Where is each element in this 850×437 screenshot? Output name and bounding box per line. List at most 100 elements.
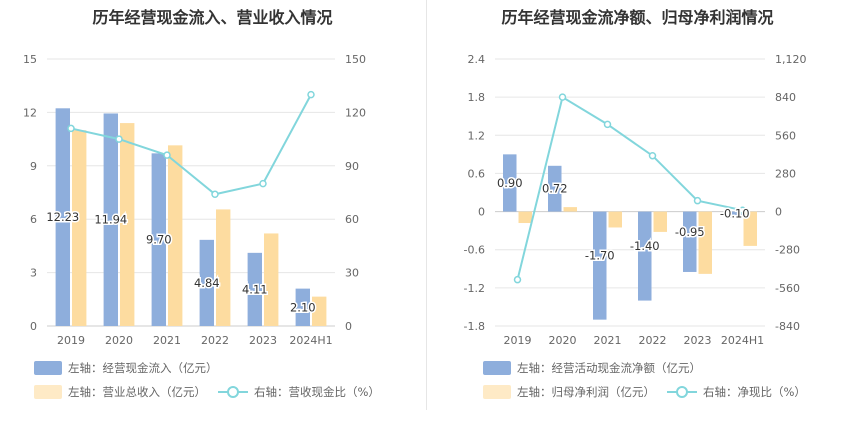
right-y-tick-label: 2.4 (468, 53, 486, 66)
left-ratio-point (211, 190, 219, 199)
right-y2-tick-label: 560 (775, 129, 796, 142)
right-y2-tick-label: -840 (775, 320, 800, 333)
left-legend-item-inflow[interactable]: 左轴：经营现金流入（亿元） (34, 360, 218, 376)
left-revenue-bar (72, 130, 87, 326)
right-revenue-bar (653, 211, 667, 232)
left-data-label: 12.23 (46, 210, 79, 224)
right-revenue-bar (518, 211, 532, 224)
right-legend-netcash-label: 左轴：经营活动现金流净额（亿元） (517, 361, 701, 375)
right-y2-tick-label: 0 (775, 206, 782, 219)
right-ratio-point (738, 206, 747, 214)
right-x-tick-label: 2019 (504, 334, 532, 347)
right-data-label: 0.72 (542, 182, 568, 196)
right-legend-item-profit[interactable]: 左轴：归母净利润（亿元） (483, 384, 655, 400)
right-data-label: -1.70 (585, 249, 615, 263)
left-y-tick-label: 6 (30, 213, 37, 226)
left-x-tick-label: 2019 (57, 334, 85, 347)
right-x-tick-label: 2021 (594, 334, 622, 347)
left-revenue-bar (264, 233, 279, 326)
right-data-label: -1.40 (630, 239, 660, 253)
right-ratio-line (516, 95, 743, 280)
left-x-tick-label: 2023 (249, 334, 277, 347)
right-ratio-point (648, 151, 657, 160)
left-revenue-bar (312, 296, 327, 326)
left-legend-inflow-label: 左轴：经营现金流入（亿元） (68, 361, 218, 375)
left-inflow-bar (151, 153, 166, 326)
left-legend-ratio-label: 右轴：营收现金比（%） (254, 385, 380, 399)
left-y2-tick-label: 120 (345, 106, 366, 119)
right-inflow-bar (728, 211, 742, 218)
right-y2-tick-label: 280 (775, 167, 796, 180)
right-inflow-bar (593, 211, 607, 320)
right-revenue-bar (608, 211, 622, 228)
blue-bar-swatch-icon (483, 361, 511, 375)
right-x-tick-label: 2024H1 (721, 334, 764, 347)
right-y-tick-label: 0 (478, 206, 485, 219)
left-data-label: 4.84 (194, 276, 220, 290)
right-data-label: 0.90 (497, 176, 523, 190)
right-legend-ratio-label: 右轴：净现比（%） (703, 385, 806, 399)
right-inflow-bar (683, 211, 697, 272)
right-legend-item-ratio[interactable]: 右轴：净现比（%） (667, 384, 806, 400)
left-inflow-bar (199, 239, 214, 326)
right-ratio-point (513, 275, 522, 284)
left-revenue-bar (120, 123, 135, 326)
right-inflow-bar (638, 211, 652, 301)
right-chart-svg: -1.8 -1.2 -0.6 0 0.6 1.2 1.8 2.4 -840 -560 -280 0 28… (464, 53, 807, 347)
line-marker-swatch-icon (218, 385, 248, 399)
right-chart-panel: 历年经营现金流净额、归母净利润情况 -1.8 -1.2 -0.6 0 0.6 1.2 1.8… (425, 0, 850, 437)
left-y2-tick-label: 60 (345, 213, 359, 226)
left-legend-item-ratio[interactable]: 右轴：营收现金比（%） (218, 384, 380, 400)
left-revenue-bar (168, 145, 183, 326)
left-inflow-bar (247, 252, 262, 326)
left-y-tick-label: 3 (30, 267, 37, 280)
right-y2-tick-label: -560 (775, 282, 800, 295)
line-marker-swatch-icon (667, 385, 697, 399)
left-x-tick-label: 2024H1 (289, 334, 332, 347)
left-ratio-line (70, 94, 312, 196)
left-inflow-bar (55, 108, 70, 326)
left-y-tick-label: 12 (23, 106, 37, 119)
left-ratio-point (163, 151, 171, 159)
left-inflow-bar (295, 288, 310, 326)
right-revenue-bar (698, 211, 712, 274)
left-y2-tick-label: 0 (345, 320, 352, 333)
right-inflow-bar (503, 154, 517, 212)
right-inflow-bar (548, 165, 562, 212)
right-ratio-point (558, 93, 567, 101)
left-data-label: 11.94 (94, 213, 127, 227)
blue-bar-swatch-icon (34, 361, 62, 375)
right-y-tick-label: 0.6 (468, 167, 486, 180)
right-revenue-bar (563, 207, 577, 212)
left-ratio-point (67, 124, 75, 133)
right-ratio-point (693, 196, 702, 205)
right-data-label: -0.95 (675, 225, 705, 239)
right-revenue-bar (743, 211, 757, 246)
left-y2-tick-label: 90 (345, 160, 359, 173)
right-y2-tick-label: 1,120 (775, 53, 807, 66)
left-chart-panel: 历年经营现金流入、营业收入情况 0 3 6 9 12 15 0 30 60 90 120 150 201… (23, 8, 380, 400)
right-ratio-point (603, 120, 612, 129)
right-y2-tick-label: 840 (775, 91, 796, 104)
right-x-tick-label: 2023 (684, 334, 712, 347)
right-x-tick-label: 2022 (639, 334, 667, 347)
left-legend-revenue-label: 左轴：营业总收入（亿元） (68, 385, 206, 399)
left-y-tick-label: 0 (30, 320, 37, 333)
right-y-tick-label: -0.6 (464, 244, 485, 257)
left-legend-item-revenue[interactable]: 左轴：营业总收入（亿元） (34, 384, 206, 400)
orange-bar-swatch-icon (483, 385, 511, 399)
right-legend-item-netcash[interactable]: 左轴：经营活动现金流净额（亿元） (483, 360, 701, 376)
left-data-label: 2.10 (290, 300, 316, 314)
left-data-label: 4.11 (242, 282, 268, 296)
right-y-tick-label: 1.8 (468, 91, 486, 104)
left-x-tick-label: 2020 (105, 334, 133, 347)
right-y-tick-label: -1.2 (464, 282, 485, 295)
right-legend-profit-label: 左轴：归母净利润（亿元） (517, 385, 655, 399)
right-data-label: -0.10 (720, 207, 750, 221)
right-y2-tick-label: -280 (775, 244, 800, 257)
left-y-tick-label: 15 (23, 53, 37, 66)
right-chart-title: 历年经营现金流净额、归母净利润情况 (501, 8, 774, 27)
right-y-tick-label: 1.2 (468, 129, 486, 142)
left-ratio-point (307, 90, 315, 99)
